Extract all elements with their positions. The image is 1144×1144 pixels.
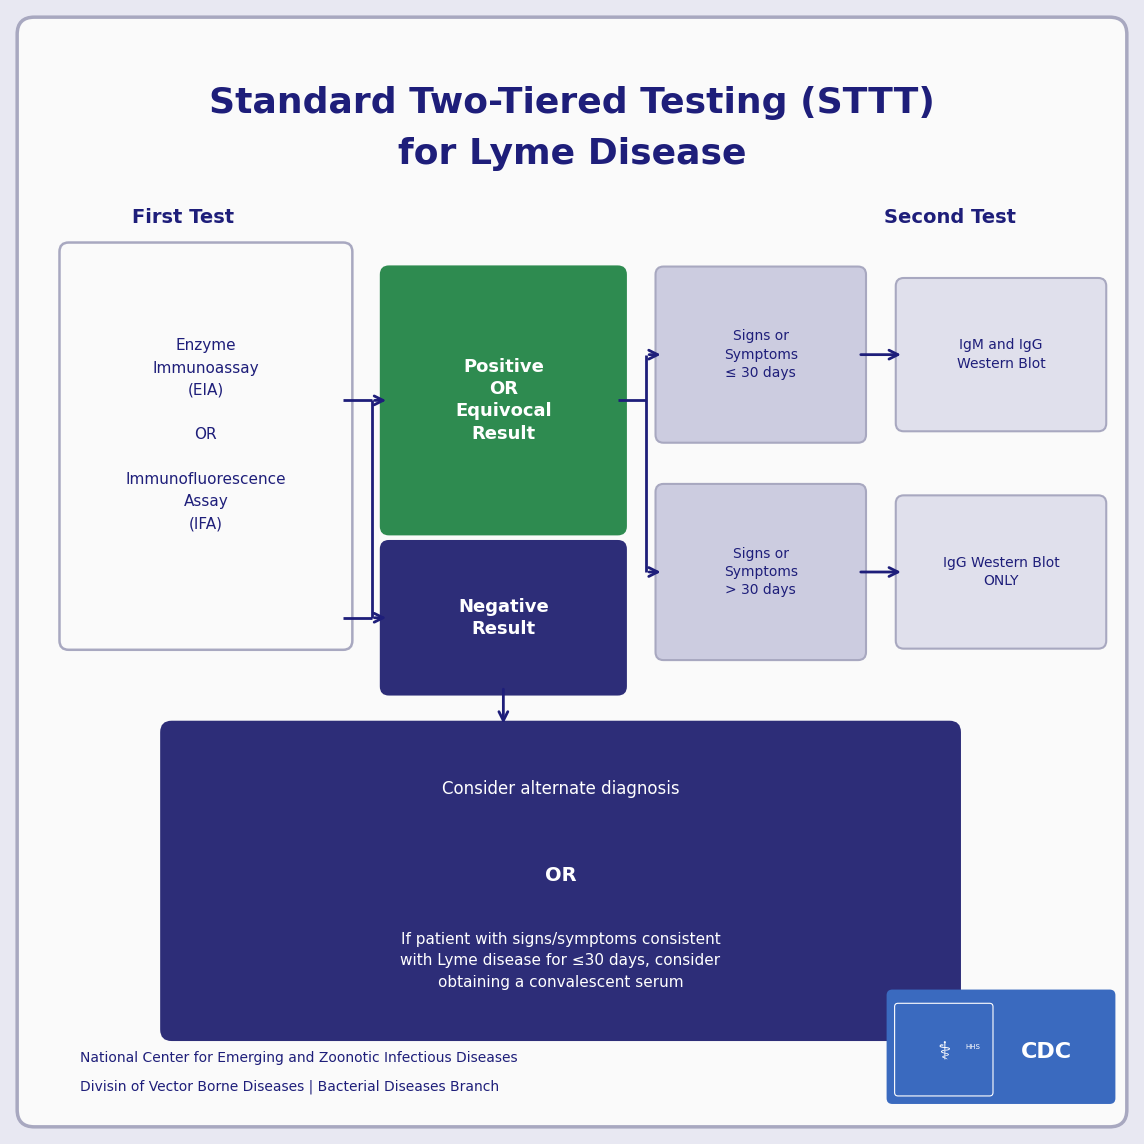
Text: Enzyme
Immunoassay
(EIA)

OR

Immunofluorescence
Assay
(IFA): Enzyme Immunoassay (EIA) OR Immunofluore… <box>126 339 286 531</box>
FancyBboxPatch shape <box>380 540 627 696</box>
Text: Second Test: Second Test <box>883 208 1016 227</box>
Text: Consider alternate diagnosis: Consider alternate diagnosis <box>442 780 680 799</box>
Text: Negative
Result: Negative Result <box>458 597 549 638</box>
Text: Divisin of Vector Borne Diseases | Bacterial Diseases Branch: Divisin of Vector Borne Diseases | Bacte… <box>80 1080 499 1094</box>
Text: Positive
OR
Equivocal
Result: Positive OR Equivocal Result <box>455 358 551 443</box>
Text: IgG Western Blot
ONLY: IgG Western Blot ONLY <box>943 556 1059 588</box>
Text: Standard Two-Tiered Testing (STTT): Standard Two-Tiered Testing (STTT) <box>209 86 935 120</box>
FancyBboxPatch shape <box>59 243 352 650</box>
Text: Signs or
Symptoms
≤ 30 days: Signs or Symptoms ≤ 30 days <box>724 329 797 380</box>
FancyBboxPatch shape <box>656 267 866 443</box>
Text: ⚕: ⚕ <box>937 1041 951 1064</box>
Text: First Test: First Test <box>132 208 235 227</box>
FancyBboxPatch shape <box>887 990 1115 1104</box>
FancyBboxPatch shape <box>160 721 961 1041</box>
Text: CDC: CDC <box>1022 1042 1072 1063</box>
Text: OR: OR <box>545 866 577 884</box>
FancyBboxPatch shape <box>380 265 627 535</box>
FancyBboxPatch shape <box>656 484 866 660</box>
Text: If patient with signs/symptoms consistent
with Lyme disease for ≤30 days, consid: If patient with signs/symptoms consisten… <box>400 932 721 990</box>
Text: National Center for Emerging and Zoonotic Infectious Diseases: National Center for Emerging and Zoonoti… <box>80 1051 518 1065</box>
FancyBboxPatch shape <box>896 278 1106 431</box>
Text: Signs or
Symptoms
> 30 days: Signs or Symptoms > 30 days <box>724 547 797 597</box>
Text: for Lyme Disease: for Lyme Disease <box>398 137 746 172</box>
Text: IgM and IgG
Western Blot: IgM and IgG Western Blot <box>956 339 1046 371</box>
FancyBboxPatch shape <box>17 17 1127 1127</box>
FancyBboxPatch shape <box>896 495 1106 649</box>
Text: HHS: HHS <box>964 1043 980 1050</box>
